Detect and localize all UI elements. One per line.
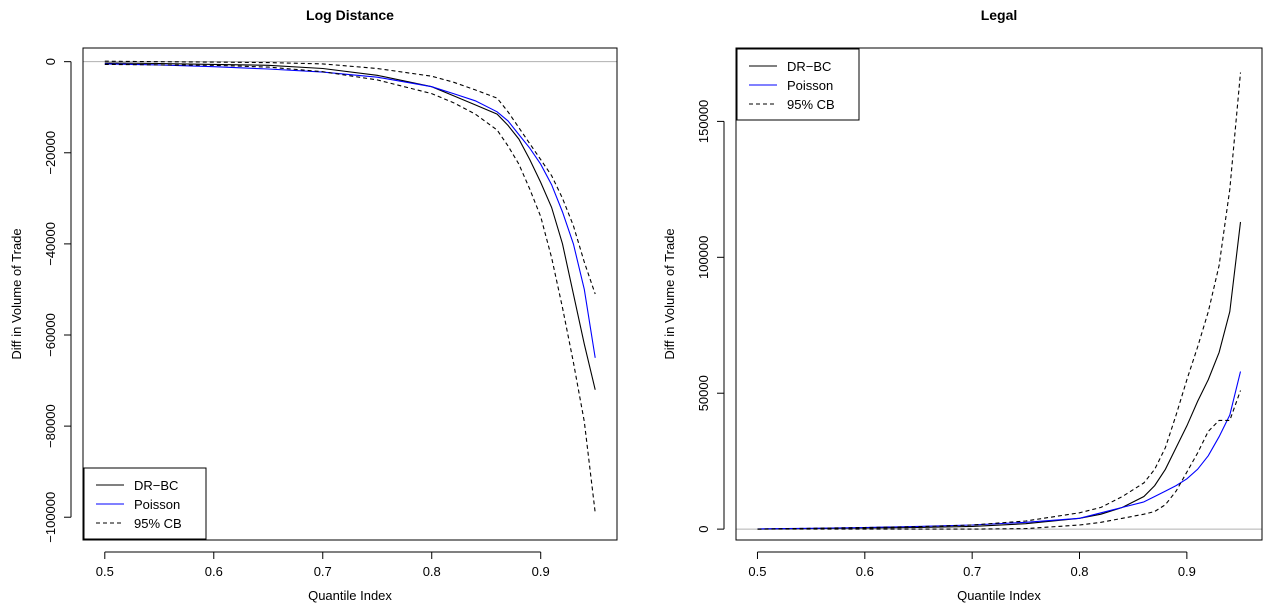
series-line-poisson (757, 371, 1242, 530)
y-tick-label: 0 (43, 58, 58, 65)
y-tick-label: −20000 (43, 131, 58, 175)
y-tick-label: −80000 (43, 404, 58, 448)
y-tick-label: 0 (696, 526, 711, 533)
x-tick-label: 0.8 (423, 564, 441, 579)
y-axis-label: Diff in Volume of Trade (9, 228, 24, 359)
y-tick-label: −60000 (43, 313, 58, 357)
plot-frame (735, 47, 1263, 541)
chart-title: Log Distance (306, 7, 394, 23)
y-tick-label: −40000 (43, 222, 58, 266)
x-axis-label: Quantile Index (957, 588, 1041, 603)
y-tick-label: 150000 (696, 100, 711, 143)
x-tick-label: 0.9 (532, 564, 550, 579)
series-line-dr-bc (104, 62, 596, 390)
plot-frame (82, 47, 618, 541)
x-tick-label: 0.7 (314, 564, 332, 579)
legend-entry-label: DR−BC (134, 478, 178, 493)
x-tick-label: 0.7 (963, 564, 981, 579)
series-line-poisson (104, 63, 596, 358)
series-line-95-cb (104, 60, 596, 295)
legend-entry-label: DR−BC (787, 59, 831, 74)
x-tick-label: 0.5 (748, 564, 766, 579)
legend-entry-label: 95% CB (134, 516, 182, 531)
legend: DR−BC Poisson 95% CB (83, 467, 207, 540)
x-tick-label: 0.8 (1070, 564, 1088, 579)
series-line-95-cb (757, 72, 1242, 530)
chart-title: Legal (981, 7, 1018, 23)
y-axis-label: Diff in Volume of Trade (662, 228, 677, 359)
x-tick-label: 0.9 (1178, 564, 1196, 579)
legend: DR−BC Poisson 95% CB (736, 48, 860, 121)
x-tick-label: 0.6 (856, 564, 874, 579)
y-tick-label: −100000 (43, 492, 58, 543)
legend-entry-label: 95% CB (787, 97, 835, 112)
series-line-band-3 (104, 63, 596, 513)
series-line-band-3 (757, 390, 1242, 530)
series-line-dr-bc (757, 221, 1242, 530)
y-tick-label: 50000 (696, 375, 711, 411)
legend-entry-label: Poisson (134, 497, 180, 512)
chart-panel-1: Log Distance 0.5 0.6 0.7 0.8 0.9 Quantile Inde… (9, 7, 618, 603)
x-tick-label: 0.6 (205, 564, 223, 579)
legend-entry-label: Poisson (787, 78, 833, 93)
x-tick-label: 0.5 (96, 564, 114, 579)
chart-panel-2: Legal 0.5 0.6 0.7 0.8 0.9 Quantile Index 0 50000… (662, 7, 1263, 603)
y-tick-label: 100000 (696, 236, 711, 279)
x-axis-label: Quantile Index (308, 588, 392, 603)
